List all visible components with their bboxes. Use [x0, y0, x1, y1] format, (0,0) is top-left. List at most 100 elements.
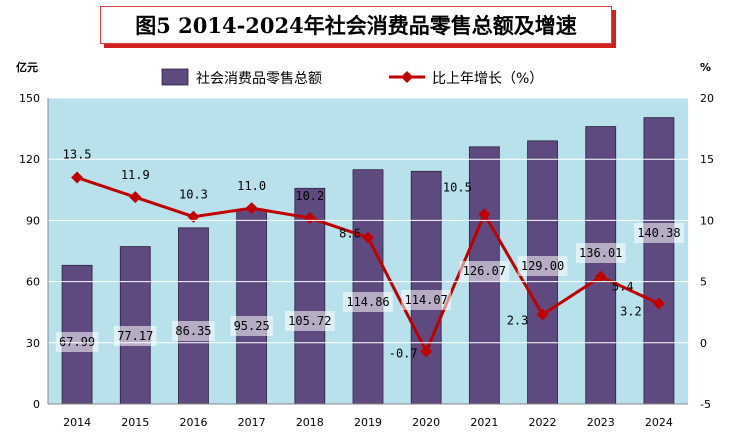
growth-marker — [362, 231, 374, 244]
x-tick-label: 2024 — [645, 416, 673, 429]
growth-marker — [536, 308, 549, 321]
bar-value-label: 136.01 — [579, 246, 622, 260]
x-tick-label: 2020 — [412, 416, 440, 429]
bar-value-label-group: 136.01 — [575, 243, 626, 263]
chart-title: 图5 2014-2024年社会消费品零售总额及增速 — [135, 13, 577, 38]
growth-marker — [129, 191, 142, 204]
right-tick-label: 0 — [700, 337, 707, 350]
growth-value-label: 2.3 — [507, 314, 529, 328]
bar — [585, 126, 617, 405]
bar-value-label-bg — [343, 292, 393, 312]
bar — [352, 169, 384, 405]
growth-value-label-group: -0.7 — [389, 346, 418, 360]
legend-line-marker — [401, 71, 413, 83]
growth-marker — [303, 211, 316, 224]
bar — [236, 209, 268, 405]
growth-marker — [478, 208, 491, 221]
growth-value-label: 5.4 — [612, 280, 634, 294]
x-tick-label: 2019 — [354, 416, 382, 429]
x-tick-label: 2015 — [121, 416, 149, 429]
bar-value-label-bg — [517, 256, 568, 276]
growth-value-label: 11.0 — [237, 179, 266, 193]
left-tick-label: 60 — [26, 276, 40, 289]
x-tick-label: 2017 — [238, 416, 266, 429]
bar-value-label-group: 67.99 — [55, 332, 99, 352]
x-tick-label: 2022 — [529, 416, 557, 429]
chart-title-box: 图5 2014-2024年社会消费品零售总额及增速 — [100, 6, 612, 44]
bar-value-label: 77.17 — [117, 329, 153, 343]
growth-marker — [420, 345, 433, 358]
growth-value-label: 3.2 — [620, 305, 642, 319]
bar-value-label-bg — [575, 243, 626, 263]
growth-marker — [187, 210, 200, 223]
bar-value-label-group: 114.07 — [401, 290, 452, 310]
growth-marker — [71, 171, 84, 184]
bar — [294, 187, 326, 405]
right-axis-unit: % — [700, 61, 711, 74]
bar-value-label-group: 105.72 — [284, 311, 335, 331]
bar-value-label-group: 77.17 — [114, 326, 157, 346]
growth-line-series — [71, 171, 665, 358]
bar — [410, 170, 442, 405]
growth-value-label: 10.5 — [443, 180, 472, 194]
right-tick-label: -5 — [700, 398, 711, 411]
growth-value-label: 11.9 — [121, 168, 150, 182]
legend: 社会消费品零售总额 比上年增长（%） — [161, 68, 543, 87]
bar-value-label-group: 126.07 — [459, 261, 510, 281]
right-tick-label: 15 — [700, 153, 714, 166]
growth-marker — [652, 297, 665, 310]
growth-value-label-group: 10.3 — [179, 188, 208, 202]
right-tick-label: 10 — [700, 214, 714, 227]
left-tick-label: 120 — [19, 153, 40, 166]
growth-value-label: 8.6 — [339, 227, 361, 241]
data-labels: 67.99 77.17 86.35 95.25 105.72 114.86 114.07 12… — [55, 148, 684, 360]
growth-value-label: -0.7 — [389, 346, 418, 360]
bar-value-label-bg — [114, 326, 157, 346]
bar-value-label: 129.00 — [521, 259, 564, 273]
bar-value-label-bg — [172, 321, 215, 341]
x-tick-label: 2014 — [63, 416, 91, 429]
bar-value-label: 140.38 — [637, 226, 680, 240]
bar — [178, 227, 209, 405]
growth-marker — [594, 270, 607, 283]
bar-series — [61, 117, 675, 405]
legend-bar-swatch — [161, 68, 189, 86]
left-tick-label: 0 — [33, 398, 40, 411]
growth-value-label-group: 11.0 — [237, 179, 266, 193]
bar — [643, 117, 675, 405]
left-axis-unit: 亿元 — [16, 60, 38, 74]
growth-value-label-group: 8.6 — [339, 227, 361, 241]
right-axis: -5 0 5 10 15 20 — [700, 92, 714, 411]
x-tick-label: 2016 — [179, 416, 207, 429]
bar-value-label-group: 140.38 — [634, 223, 684, 243]
bar-value-label-group: 114.86 — [343, 292, 393, 312]
x-tick-label: 2023 — [587, 416, 615, 429]
growth-value-label-group: 10.2 — [295, 189, 324, 203]
growth-value-label: 10.2 — [295, 189, 324, 203]
growth-value-label-group: 10.5 — [443, 180, 472, 194]
bar-value-label: 86.35 — [175, 324, 211, 338]
bar-value-label-group: 86.35 — [172, 321, 215, 341]
bar-value-label-bg — [459, 261, 510, 281]
bar-value-label: 126.07 — [463, 264, 506, 278]
bar-value-label: 114.07 — [405, 293, 448, 307]
bar-value-label-bg — [284, 311, 335, 331]
growth-value-label-group: 2.3 — [507, 314, 529, 328]
bar-value-label-group: 129.00 — [517, 256, 568, 276]
growth-value-label-group: 13.5 — [63, 148, 92, 162]
bar-value-label: 67.99 — [59, 335, 95, 349]
bar-value-label-bg — [401, 290, 452, 310]
legend-bar-label: 社会消费品零售总额 — [196, 71, 322, 87]
bar — [119, 246, 151, 405]
left-tick-label: 90 — [26, 214, 40, 227]
growth-value-label: 13.5 — [63, 148, 92, 162]
right-tick-label: 20 — [700, 92, 714, 105]
bar-value-label-bg — [55, 332, 99, 352]
growth-value-label-group: 5.4 — [612, 280, 634, 294]
bar-value-label: 105.72 — [288, 314, 331, 328]
x-tick-label: 2018 — [296, 416, 324, 429]
growth-value-label-group: 11.9 — [121, 168, 150, 182]
bar-value-label: 95.25 — [234, 319, 270, 333]
growth-value-label: 10.3 — [179, 188, 208, 202]
